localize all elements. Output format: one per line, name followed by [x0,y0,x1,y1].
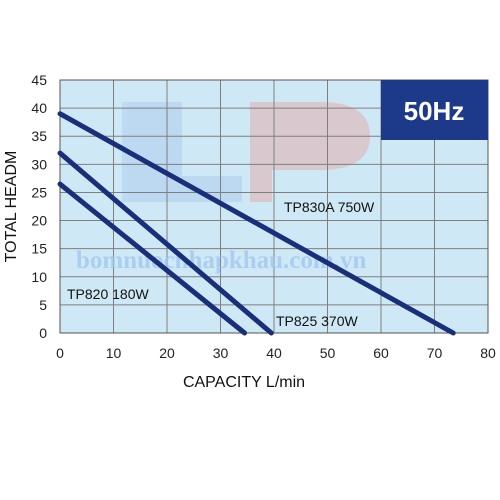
x-tick-label: 70 [427,345,443,361]
x-tick-label: 50 [320,345,336,361]
y-tick-label: 15 [31,241,47,257]
y-axis-label: TOTAL HEADM [3,151,20,263]
series-label: TP830A 750W [284,199,375,215]
y-tick-label: 40 [31,100,47,116]
y-tick-labels: 0 5 10 15 20 25 30 35 40 45 [31,72,47,341]
y-tick-label: 45 [31,72,47,88]
x-tick-label: 30 [213,345,229,361]
watermark-logo-block [250,102,272,202]
x-tick-label: 40 [266,345,282,361]
watermark-text: bomnuocnhapkhau.com.vn [76,247,366,274]
y-tick-label: 0 [39,325,47,341]
y-tick-label: 25 [31,184,47,200]
x-tick-label: 20 [159,345,175,361]
watermark-logo [122,102,370,202]
plot-border [59,79,489,334]
series-labels: TP830A 750W TP825 370W TP820 180W [67,199,375,329]
frequency-badge-box [381,80,488,140]
y-tick-label: 30 [31,156,47,172]
series-label: TP820 180W [67,286,149,302]
x-tick-labels: 0 10 20 30 40 50 60 70 80 [56,345,496,361]
x-axis-label: CAPACITY L/min [183,374,305,391]
y-tick-label: 5 [39,297,47,313]
grid [59,79,489,334]
series-label: TP825 370W [276,313,358,329]
series-line [57,150,274,336]
series-lines [57,111,456,336]
y-tick-label: 20 [31,213,47,229]
y-tick-label: 35 [31,128,47,144]
frequency-badge: 50Hz [381,80,488,140]
y-tick-label: 10 [31,269,47,285]
x-tick-label: 80 [480,345,496,361]
frequency-badge-label: 50Hz [404,96,465,126]
series-line [57,111,456,336]
series-line [57,181,248,336]
x-tick-label: 0 [56,345,64,361]
x-tick-label: 10 [106,345,122,361]
x-tick-label: 60 [373,345,389,361]
